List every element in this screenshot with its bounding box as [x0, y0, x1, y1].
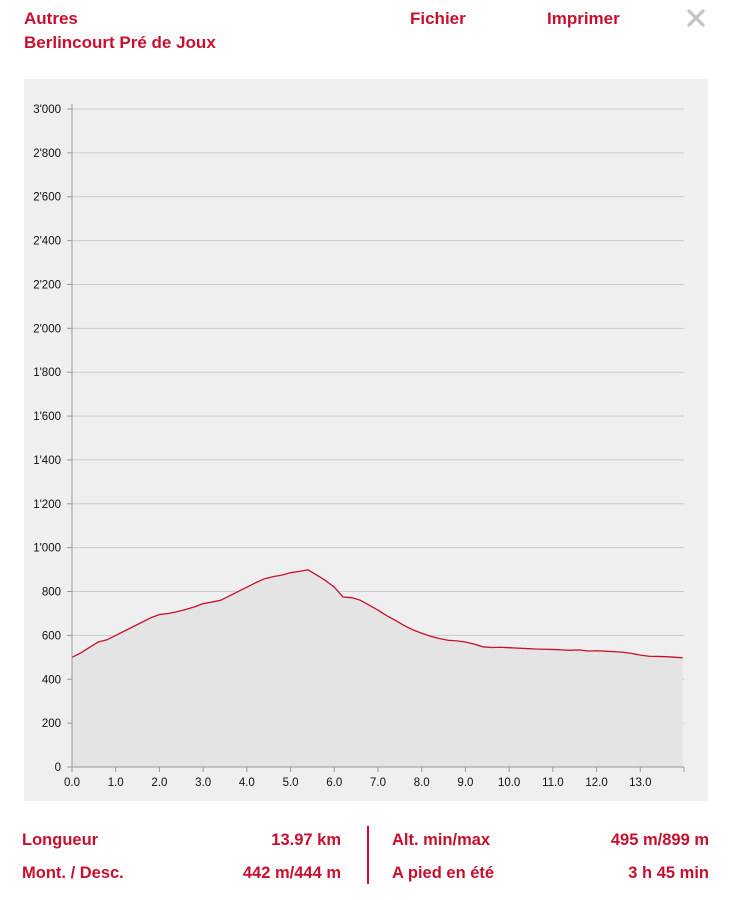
ascent-row: Mont. / Desc. 442 m/444 m — [22, 862, 341, 884]
ascent-value: 442 m/444 m — [242, 864, 341, 882]
length-value: 13.97 km — [271, 831, 341, 849]
x-tick-label: 1.0 — [108, 777, 124, 789]
x-tick-label: 0.0 — [64, 777, 80, 789]
x-tick-label: 7.0 — [370, 777, 386, 789]
file-link[interactable]: Fichier — [410, 9, 466, 28]
y-tick-label: 2'600 — [33, 192, 61, 204]
y-tick-label: 3'000 — [33, 104, 61, 116]
x-tick-label: 13.0 — [629, 777, 651, 789]
y-tick-label: 2'800 — [33, 148, 61, 160]
stats-divider — [367, 826, 369, 884]
x-tick-label: 4.0 — [239, 777, 255, 789]
y-tick-label: 2'000 — [33, 323, 61, 335]
x-tick-label: 6.0 — [326, 777, 342, 789]
elevation-line — [71, 569, 683, 659]
y-tick-label: 2'400 — [33, 236, 61, 248]
length-label: Longueur — [22, 831, 99, 849]
close-icon — [687, 9, 705, 27]
walk-time-value: 3 h 45 min — [628, 864, 709, 882]
altitude-value: 495 m/899 m — [610, 831, 709, 849]
length-row: Longueur 13.97 km — [22, 829, 341, 851]
walk-time-row: A pied en été 3 h 45 min — [392, 862, 709, 884]
y-tick-label: 1'600 — [33, 411, 61, 423]
altitude-row: Alt. min/max 495 m/899 m — [392, 829, 709, 851]
category-label: Autres — [24, 9, 78, 28]
x-tick-label: 5.0 — [283, 777, 299, 789]
x-tick-label: 12.0 — [585, 777, 607, 789]
elevation-chart: 0 200 400 600 800 1'000 1'200 1'400 1'600 1'800 2'… — [33, 104, 685, 789]
ascent-label: Mont. / Desc. — [22, 864, 124, 882]
x-tick-label: 10.0 — [498, 777, 520, 789]
y-tick-label: 0 — [55, 762, 61, 774]
y-tick-label: 600 — [42, 630, 61, 642]
y-tick-label: 1'800 — [33, 367, 61, 379]
x-tick-label: 9.0 — [457, 777, 473, 789]
elevation-area — [72, 569, 683, 767]
x-tick-label: 2.0 — [151, 777, 167, 789]
walk-time-label: A pied en été — [392, 864, 495, 882]
x-tick-label: 11.0 — [542, 777, 564, 789]
y-tick-label: 1'000 — [33, 543, 61, 555]
page-title: Berlincourt Pré de Joux — [24, 33, 216, 52]
x-tick-label: 8.0 — [414, 777, 430, 789]
elevation-chart-panel: 0 200 400 600 800 1'000 1'200 1'400 1'600 1'800 2'… — [24, 79, 708, 801]
y-tick-label: 1'400 — [33, 455, 61, 467]
y-tick-label: 400 — [42, 674, 61, 686]
x-tick-label: 3.0 — [195, 777, 211, 789]
altitude-label: Alt. min/max — [392, 831, 491, 849]
y-tick-label: 2'200 — [33, 279, 61, 291]
print-link[interactable]: Imprimer — [547, 9, 620, 28]
y-tick-label: 800 — [42, 587, 61, 599]
y-tick-label: 1'200 — [33, 499, 61, 511]
y-tick-label: 200 — [42, 718, 61, 730]
close-button[interactable] — [684, 6, 708, 30]
